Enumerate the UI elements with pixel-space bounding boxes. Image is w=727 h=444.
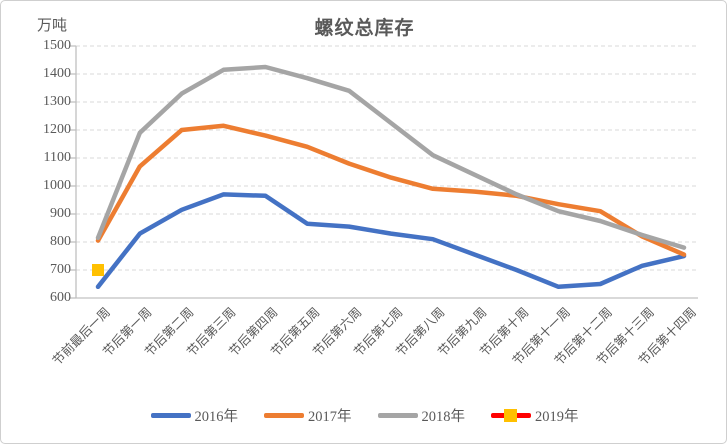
y-tick-label: 700 (50, 262, 71, 277)
legend-label: 2017年 (308, 409, 352, 425)
y-tick-label: 600 (50, 290, 71, 305)
series-line-2017年 (95, 123, 687, 257)
legend-item-2019年: 2019年 (491, 405, 579, 426)
y-tick-label: 900 (50, 206, 71, 221)
y-tick-label: 1000 (43, 178, 71, 193)
y-tick-label: 1200 (43, 122, 71, 137)
legend-item-2018年: 2018年 (377, 405, 466, 426)
series-line-2018年 (95, 64, 687, 250)
y-tick-label: 1500 (43, 38, 71, 53)
y-tick-label: 1400 (43, 66, 71, 81)
chart-title: 螺纹总库存 (314, 18, 415, 39)
legend-swatch-2019年 (491, 408, 531, 423)
legend-item-2017年: 2017年 (264, 405, 352, 426)
legend-label: 2019年 (535, 409, 579, 425)
y-tick-label: 800 (50, 234, 71, 249)
legend-swatch-2017年 (264, 413, 304, 418)
legend-label: 2018年 (421, 409, 466, 425)
legend-item-2016年: 2016年 (150, 405, 239, 426)
legend-swatch-2016年 (150, 413, 191, 418)
legend-label: 2016年 (194, 409, 239, 425)
y-axis-unit-label: 万吨 (37, 18, 68, 34)
y-tick-label: 1100 (43, 150, 71, 165)
y-tick-label: 1300 (43, 94, 71, 109)
legend: 2016年 2017年 2018年 2019年 (1, 405, 726, 426)
data-point-marker-2019年 (92, 264, 104, 276)
legend-swatch-2018年 (377, 413, 418, 418)
series-line-2016年 (95, 192, 687, 290)
legend-square-marker-icon (504, 408, 517, 422)
